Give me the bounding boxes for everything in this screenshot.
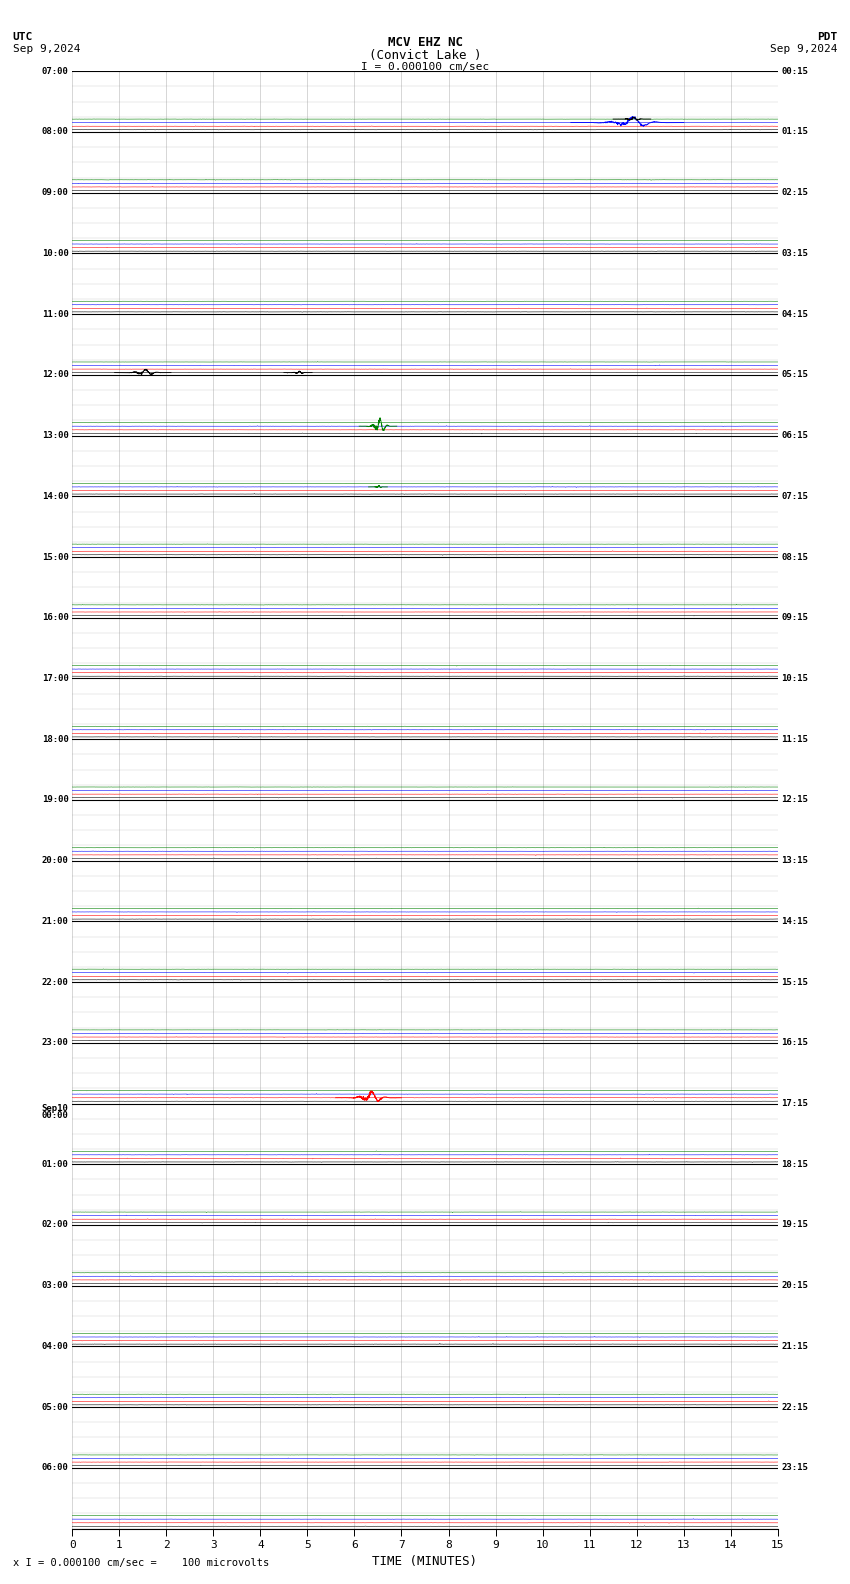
Text: 09:15: 09:15 xyxy=(781,613,808,623)
Text: Sep 9,2024: Sep 9,2024 xyxy=(13,44,80,54)
X-axis label: TIME (MINUTES): TIME (MINUTES) xyxy=(372,1554,478,1568)
Text: Sep 9,2024: Sep 9,2024 xyxy=(770,44,837,54)
Text: 19:15: 19:15 xyxy=(781,1220,808,1229)
Text: 19:00: 19:00 xyxy=(42,795,69,805)
Text: PDT: PDT xyxy=(817,32,837,41)
Text: x I = 0.000100 cm/sec =    100 microvolts: x I = 0.000100 cm/sec = 100 microvolts xyxy=(13,1559,269,1568)
Text: 03:15: 03:15 xyxy=(781,249,808,258)
Text: 23:15: 23:15 xyxy=(781,1464,808,1473)
Text: 17:00: 17:00 xyxy=(42,673,69,683)
Text: 02:00: 02:00 xyxy=(42,1220,69,1229)
Text: 13:15: 13:15 xyxy=(781,855,808,865)
Text: (Convict Lake ): (Convict Lake ) xyxy=(369,49,481,62)
Text: Sep10: Sep10 xyxy=(42,1104,69,1112)
Text: 00:00: 00:00 xyxy=(42,1110,69,1120)
Text: UTC: UTC xyxy=(13,32,33,41)
Text: 10:15: 10:15 xyxy=(781,673,808,683)
Text: 01:15: 01:15 xyxy=(781,127,808,136)
Text: 08:00: 08:00 xyxy=(42,127,69,136)
Text: 00:15: 00:15 xyxy=(781,67,808,76)
Text: 04:15: 04:15 xyxy=(781,309,808,318)
Text: 06:00: 06:00 xyxy=(42,1464,69,1473)
Text: 16:15: 16:15 xyxy=(781,1038,808,1047)
Text: 01:00: 01:00 xyxy=(42,1159,69,1169)
Text: 20:15: 20:15 xyxy=(781,1281,808,1291)
Text: 17:15: 17:15 xyxy=(781,1099,808,1109)
Text: 16:00: 16:00 xyxy=(42,613,69,623)
Text: MCV EHZ NC: MCV EHZ NC xyxy=(388,36,462,49)
Text: 21:15: 21:15 xyxy=(781,1342,808,1351)
Text: 11:00: 11:00 xyxy=(42,309,69,318)
Text: 22:00: 22:00 xyxy=(42,977,69,987)
Text: 04:00: 04:00 xyxy=(42,1342,69,1351)
Text: 10:00: 10:00 xyxy=(42,249,69,258)
Text: 15:00: 15:00 xyxy=(42,553,69,562)
Text: 05:00: 05:00 xyxy=(42,1402,69,1411)
Text: 07:00: 07:00 xyxy=(42,67,69,76)
Text: 12:00: 12:00 xyxy=(42,371,69,380)
Text: 03:00: 03:00 xyxy=(42,1281,69,1291)
Text: I = 0.000100 cm/sec: I = 0.000100 cm/sec xyxy=(361,62,489,71)
Text: 14:15: 14:15 xyxy=(781,917,808,927)
Text: 11:15: 11:15 xyxy=(781,735,808,744)
Text: 21:00: 21:00 xyxy=(42,917,69,927)
Text: 06:15: 06:15 xyxy=(781,431,808,440)
Text: 08:15: 08:15 xyxy=(781,553,808,562)
Text: 18:00: 18:00 xyxy=(42,735,69,744)
Text: 23:00: 23:00 xyxy=(42,1038,69,1047)
Text: 09:00: 09:00 xyxy=(42,188,69,198)
Text: 02:15: 02:15 xyxy=(781,188,808,198)
Text: 20:00: 20:00 xyxy=(42,855,69,865)
Text: 07:15: 07:15 xyxy=(781,491,808,501)
Text: 12:15: 12:15 xyxy=(781,795,808,805)
Text: 05:15: 05:15 xyxy=(781,371,808,380)
Text: 14:00: 14:00 xyxy=(42,491,69,501)
Text: 15:15: 15:15 xyxy=(781,977,808,987)
Text: 22:15: 22:15 xyxy=(781,1402,808,1411)
Text: 13:00: 13:00 xyxy=(42,431,69,440)
Text: 18:15: 18:15 xyxy=(781,1159,808,1169)
